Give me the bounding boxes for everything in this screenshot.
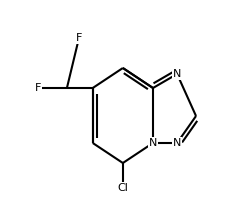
Text: F: F bbox=[35, 83, 42, 93]
Text: N: N bbox=[173, 69, 181, 79]
Text: F: F bbox=[76, 33, 82, 43]
Text: N: N bbox=[173, 138, 181, 148]
Text: Cl: Cl bbox=[117, 183, 128, 193]
Text: N: N bbox=[149, 138, 157, 148]
